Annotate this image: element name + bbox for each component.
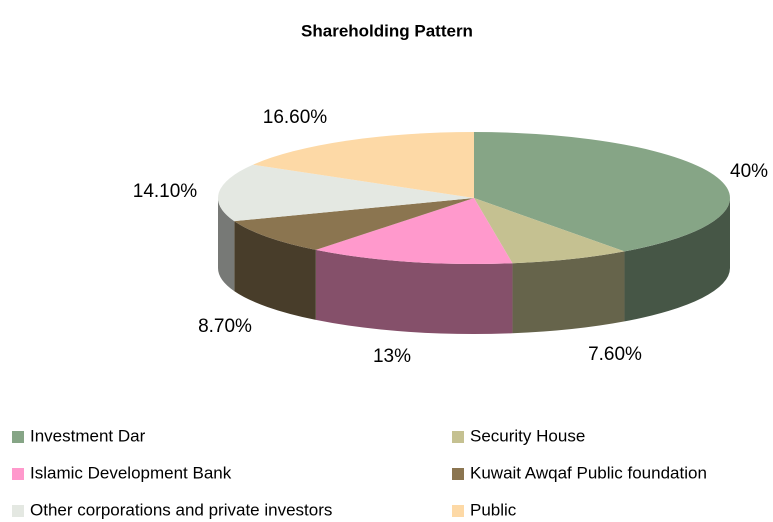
data-label: 8.70% bbox=[198, 316, 252, 337]
pie-slice bbox=[474, 198, 625, 264]
data-label: 40% bbox=[730, 161, 768, 182]
legend-label: Islamic Development Bank bbox=[30, 463, 232, 482]
data-label: 16.60% bbox=[263, 107, 328, 128]
pie-side bbox=[624, 198, 730, 322]
pie-slice bbox=[218, 164, 474, 222]
pie-slice bbox=[315, 198, 513, 264]
legend-swatch bbox=[452, 431, 464, 443]
pie-tops bbox=[218, 132, 731, 264]
pie-slice bbox=[234, 198, 474, 250]
pie-sides bbox=[218, 198, 730, 334]
chart-title: Shareholding Pattern bbox=[301, 21, 473, 40]
legend-label: Kuwait Awqaf Public foundation bbox=[470, 463, 707, 482]
pie-slice bbox=[252, 132, 474, 198]
data-label: 13% bbox=[373, 346, 411, 367]
legend-swatch bbox=[12, 431, 24, 443]
data-label: 14.10% bbox=[133, 181, 198, 202]
data-label: 7.60% bbox=[588, 344, 642, 365]
pie-slice bbox=[474, 132, 731, 252]
legend-swatch bbox=[12, 505, 24, 517]
legend-swatch bbox=[12, 468, 24, 480]
pie-side bbox=[315, 249, 513, 334]
pie-side bbox=[218, 198, 235, 292]
pie-side bbox=[512, 251, 625, 334]
legend-swatch bbox=[452, 468, 464, 480]
legend-label: Security House bbox=[470, 426, 585, 445]
legend-swatch bbox=[452, 505, 464, 517]
legend-label: Investment Dar bbox=[30, 426, 146, 445]
legend-label: Public bbox=[470, 500, 517, 519]
pie-side bbox=[234, 221, 316, 320]
legend-label: Other corporations and private investors bbox=[30, 500, 332, 519]
